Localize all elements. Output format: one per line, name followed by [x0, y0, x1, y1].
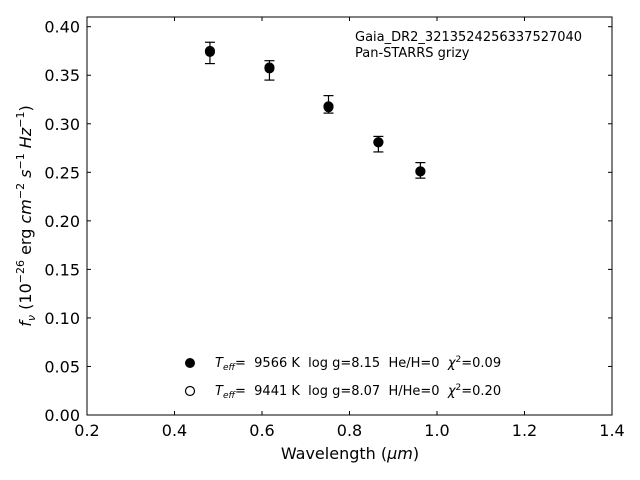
y-tick-label: 0.25	[44, 163, 80, 182]
y-axis-ticks: 0.00 0.05 0.10 0.15 0.20 0.25 0.30 0.35 0.40	[44, 18, 612, 425]
x-axis-ticks: 0.2 0.4 0.6 0.8 1.0 1.2 1.4	[74, 17, 625, 440]
x-tick-label: 0.2	[74, 421, 99, 440]
legend-entry-1: Teff= 9566 K log g=8.15 He/H=0 χ2=0.09	[215, 355, 501, 373]
legend-entry-2: Teff= 9441 K log g=8.07 H/He=0 χ2=0.20	[215, 383, 501, 401]
x-tick-label: 1.4	[599, 421, 624, 440]
y-tick-label: 0.00	[44, 406, 80, 425]
y-tick-label: 0.30	[44, 115, 80, 134]
x-tick-label: 1.0	[424, 421, 449, 440]
model-point-filled	[204, 46, 215, 57]
annotation-survey: Pan-STARRS grizy	[355, 46, 470, 61]
y-tick-label: 0.10	[44, 309, 80, 328]
model-point-filled	[264, 63, 275, 74]
legend: Teff= 9566 K log g=8.15 He/H=0 χ2=0.09 T…	[184, 355, 501, 401]
y-tick-label: 0.20	[44, 212, 80, 231]
model-point-filled	[373, 137, 384, 148]
legend-marker-filled	[185, 358, 195, 368]
y-tick-label: 0.05	[44, 357, 80, 376]
y-axis-label: fν (10−26 erg cm−2 s−1 Hz−1)	[14, 105, 38, 326]
model-point-filled	[323, 102, 334, 113]
legend-marker-open	[184, 385, 196, 397]
x-tick-label: 0.6	[249, 421, 274, 440]
x-tick-label: 0.4	[162, 421, 187, 440]
data-layer	[204, 41, 426, 179]
x-axis-label: Wavelength (μm)	[281, 444, 419, 463]
y-tick-label: 0.35	[44, 66, 80, 85]
model-point-filled	[415, 166, 426, 177]
x-tick-label: 0.8	[337, 421, 362, 440]
x-tick-label: 1.2	[512, 421, 537, 440]
y-tick-label: 0.15	[44, 260, 80, 279]
annotation-star-id: Gaia_DR2_3213524256337527040	[355, 30, 582, 45]
y-tick-label: 0.40	[44, 18, 80, 37]
